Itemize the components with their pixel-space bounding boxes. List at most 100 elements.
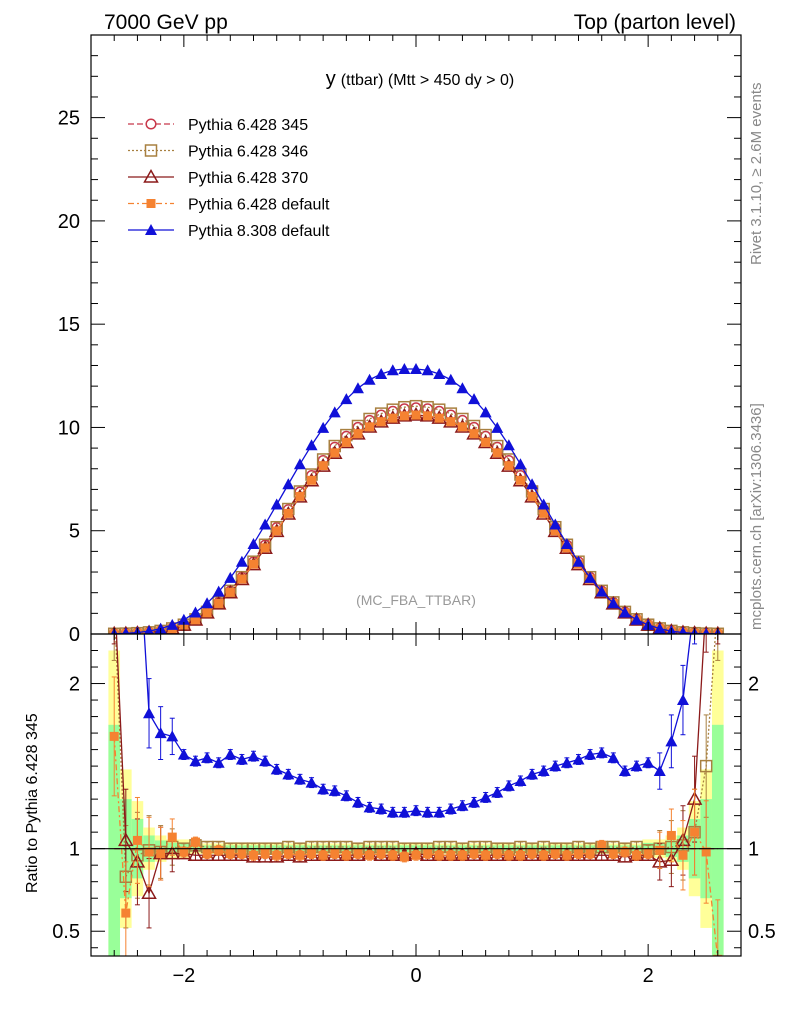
ratio-point (351, 796, 364, 808)
ratio-band-green (711, 724, 724, 956)
ratio-point (120, 512, 132, 523)
data-point (212, 585, 225, 597)
ratio-point (399, 852, 409, 862)
ratio-y-tick-label: 1 (69, 839, 80, 861)
ratio-point (202, 849, 212, 859)
ratio-frame (90, 633, 742, 957)
data-point (190, 615, 200, 625)
data-point (305, 439, 318, 451)
data-point (618, 606, 631, 618)
mcplots-label: mcplots.cern.ch [arXiv:1306.3436] (748, 403, 765, 630)
ratio-point (618, 765, 631, 777)
data-point (421, 364, 434, 376)
data-point (537, 498, 550, 510)
legend-entry-2: Pythia 6.428 370 (128, 168, 308, 187)
ratio-point (224, 748, 237, 760)
ratio-point (699, 759, 713, 773)
ratio-point (340, 789, 353, 801)
ratio-band-green (108, 724, 121, 956)
data-point (469, 429, 479, 439)
ratio-point (388, 850, 398, 860)
ratio-point (690, 827, 700, 837)
ratio-point (433, 806, 446, 818)
x-tick-label: 2 (643, 965, 654, 987)
ratio-point (121, 908, 131, 918)
plot-title: y (ttbar) (Mtt > 450 dy > 0) (326, 68, 514, 90)
analysis-watermark: (MC_FBA_TTBAR) (356, 592, 476, 608)
ratio-plot-layer (91, 512, 741, 956)
ratio-point (259, 755, 272, 767)
ratio-point (141, 885, 157, 900)
header-left: 7000 GeV pp (104, 11, 228, 34)
y-tick-label: 5 (69, 521, 80, 543)
ratio-point (398, 806, 411, 818)
data-point (341, 437, 351, 447)
series-4-ratio (108, 512, 724, 818)
data-point (433, 367, 446, 379)
ratio-point (154, 727, 167, 739)
ratio-point (318, 850, 328, 860)
ratio-point (214, 845, 224, 855)
ratio-point (572, 753, 585, 765)
ratio-point (270, 763, 283, 775)
data-point (457, 422, 467, 432)
y-tick-label: 10 (58, 417, 80, 439)
data-point (237, 574, 247, 584)
data-point (492, 448, 502, 458)
ratio-point (700, 594, 713, 606)
ratio-point (608, 849, 618, 859)
ratio-point (526, 768, 539, 780)
ratio-point (527, 849, 537, 859)
ratio-point (108, 512, 120, 523)
y-tick-label: 20 (58, 211, 80, 233)
ratio-point (164, 845, 181, 860)
legend-marker (144, 144, 158, 157)
data-point (572, 555, 585, 567)
ratio-point (491, 786, 504, 798)
ratio-point (560, 756, 573, 768)
ratio-point (201, 751, 214, 763)
x-tick-label: 0 (410, 965, 421, 987)
ratio-point (504, 850, 514, 860)
data-point (539, 508, 549, 518)
ratio-point (434, 850, 444, 860)
ratio-point (166, 730, 179, 742)
data-point (550, 526, 560, 536)
legend-label: Pythia 6.428 346 (188, 144, 308, 161)
data-point (560, 537, 573, 549)
ratio-point (293, 773, 306, 785)
ratio-point (225, 849, 235, 859)
ratio-point (410, 804, 422, 816)
ratio-point (143, 707, 156, 719)
y-tick-label: 25 (58, 108, 80, 130)
ratio-point (376, 849, 386, 859)
ratio-point (597, 840, 607, 850)
ratio-point (386, 806, 399, 818)
data-point (630, 613, 643, 625)
legend-label: Pythia 6.428 370 (188, 170, 308, 187)
main-plot-layer (107, 362, 725, 634)
series-2-ratio (108, 578, 724, 929)
data-point (365, 422, 375, 432)
data-point (317, 421, 330, 433)
data-point (318, 461, 328, 471)
ratio-point (514, 774, 527, 786)
ratio-point (457, 850, 467, 860)
ratio-point (712, 512, 724, 523)
data-point (270, 498, 283, 510)
ratio-point (711, 578, 724, 590)
data-point (678, 626, 688, 634)
data-point (456, 382, 469, 394)
ratio-point (108, 578, 121, 590)
ratio-point (353, 849, 363, 859)
data-point (504, 461, 514, 471)
data-point (434, 413, 444, 423)
ratio-point (365, 850, 375, 860)
ratio-point (549, 760, 562, 772)
data-point (293, 458, 306, 470)
rivet-label: Rivet 3.1.10, ≥ 2.6M events (748, 83, 765, 266)
ratio-y-tick-label-right: 2 (748, 674, 759, 696)
legend-entry-1: Pythia 6.428 346 (128, 144, 308, 161)
plot-title-rest: (ttbar) (Mtt > 450 dy > 0) (341, 72, 514, 89)
